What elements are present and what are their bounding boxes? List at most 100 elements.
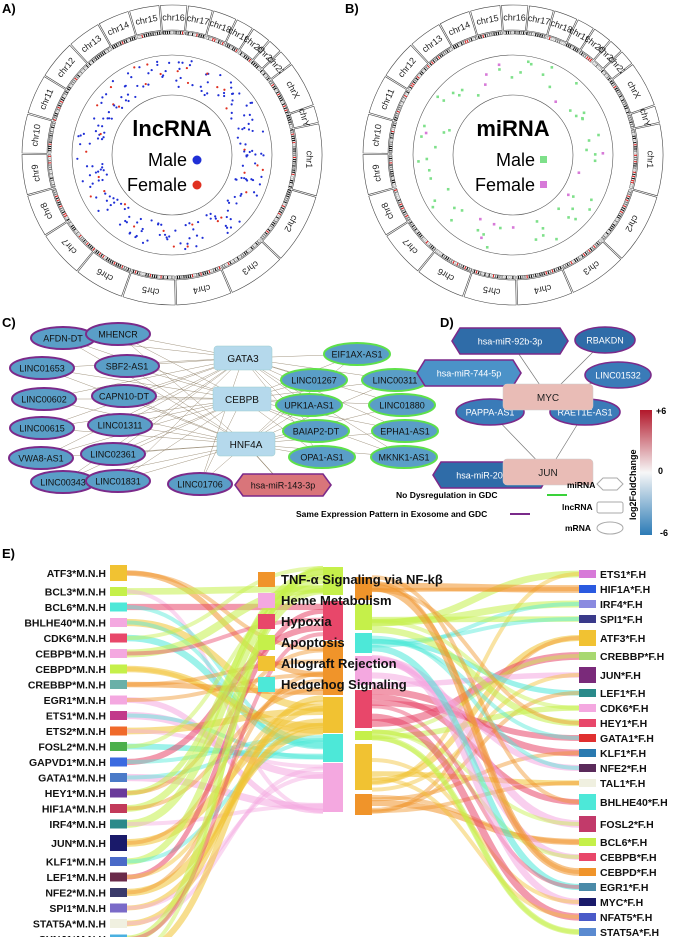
- cytoband: [394, 116, 398, 119]
- network-edge: [41, 367, 243, 400]
- cytoband: [406, 216, 410, 220]
- data-point: [140, 229, 143, 233]
- cytoband: [53, 189, 57, 192]
- network-edge: [112, 357, 244, 455]
- cytoband: [70, 82, 74, 86]
- cytoband: [541, 272, 543, 276]
- data-point: [235, 202, 238, 205]
- cytoband: [164, 275, 166, 279]
- cytoband: [616, 216, 620, 219]
- legend-male-marker: [192, 155, 202, 165]
- cytoband: [113, 45, 117, 49]
- cytoband: [196, 33, 198, 37]
- data-point: [226, 231, 229, 235]
- cytoband: [607, 230, 611, 234]
- cytoband: [389, 155, 393, 157]
- cytoband: [401, 207, 405, 210]
- cytoband: [449, 47, 453, 51]
- cytoband: [633, 167, 637, 169]
- data-point: [238, 92, 241, 95]
- cytoband: [48, 150, 52, 152]
- cytoband: [443, 254, 446, 259]
- cytoband: [389, 150, 393, 152]
- cytoband: [621, 206, 625, 210]
- pathway-legend-label: Apoptosis: [281, 635, 345, 650]
- cytoband: [588, 249, 591, 253]
- cytoband: [507, 31, 510, 35]
- sankey-flow: [371, 638, 580, 696]
- cytoband: [173, 31, 175, 35]
- cytoband: [74, 229, 78, 233]
- cytoband: [616, 91, 620, 94]
- data-point: [457, 93, 461, 97]
- cytoband: [615, 218, 619, 221]
- cytoband: [274, 218, 278, 221]
- cytoband: [404, 94, 408, 98]
- cytoband: [579, 255, 582, 259]
- cytoband: [499, 31, 502, 35]
- network-edge: [40, 357, 244, 459]
- cytoband: [162, 31, 164, 35]
- cytoband: [224, 43, 227, 47]
- cytoband: [209, 37, 212, 41]
- chromosome-label-cell: [225, 19, 253, 50]
- data-point: [113, 104, 116, 107]
- sankey-flow: [371, 704, 580, 889]
- cytoband: [430, 245, 433, 248]
- cytoband: [87, 243, 91, 247]
- cytoband: [596, 242, 599, 246]
- chromosome-label-cell: [386, 222, 435, 272]
- cytoband: [55, 197, 60, 200]
- cytoband: [575, 257, 579, 261]
- cytoband: [241, 253, 245, 257]
- data-point: [101, 96, 104, 99]
- cytoband: [272, 85, 276, 89]
- cytoband: [407, 88, 412, 91]
- cytoband: [49, 170, 53, 173]
- sankey-right-node: [579, 719, 596, 727]
- data-point: [109, 85, 113, 89]
- data-point: [126, 93, 130, 96]
- data-point: [94, 171, 98, 174]
- sankey-right-label: EGR1*F.H: [600, 882, 648, 894]
- cytoband: [553, 268, 556, 272]
- data-point: [190, 60, 193, 63]
- cytoband: [267, 228, 271, 232]
- network-nodes: AFDN-DT MHENCR LINC01653 SBF2-AS1 LINC00602 C…: [8, 322, 439, 497]
- cytoband: [393, 122, 397, 125]
- colorbar-tick-mid: 0: [658, 466, 663, 476]
- sankey-right-label: ETS1*F.H: [600, 569, 646, 581]
- pathway-legend-swatch: [258, 593, 275, 608]
- cytoband: [617, 93, 622, 96]
- pathway-legend-label: Allograft Rejection: [281, 656, 397, 671]
- data-point: [186, 81, 190, 85]
- sankey-left-node: [110, 835, 127, 851]
- cytoband: [395, 193, 399, 196]
- data-point: [79, 143, 82, 146]
- data-point: [239, 194, 242, 197]
- sankey-right-label: NFE2*F.H: [600, 763, 647, 775]
- data-point: [484, 83, 487, 86]
- chromosome-label-cell: [526, 5, 554, 35]
- data-point: [184, 247, 187, 251]
- cytoband: [103, 256, 107, 260]
- cytoband: [626, 197, 630, 200]
- sankey-left-node: [110, 934, 127, 937]
- sankey-flow: [371, 734, 580, 935]
- data-point: [214, 215, 217, 218]
- sankey-right-node: [579, 764, 596, 772]
- data-point: [571, 207, 574, 211]
- cytoband: [292, 167, 296, 169]
- data-point: [593, 159, 597, 163]
- data-point: [101, 178, 104, 182]
- cytoband: [218, 266, 221, 270]
- cytoband: [147, 33, 150, 37]
- sankey-left-node: [110, 919, 127, 928]
- sankey-right-label: CEBPB*F.H: [600, 852, 657, 864]
- cytoband: [440, 53, 444, 57]
- sankey-flow: [371, 626, 580, 727]
- network-edge: [199, 357, 244, 485]
- data-point: [246, 154, 249, 157]
- cytoband: [149, 273, 152, 278]
- cytoband: [390, 173, 394, 175]
